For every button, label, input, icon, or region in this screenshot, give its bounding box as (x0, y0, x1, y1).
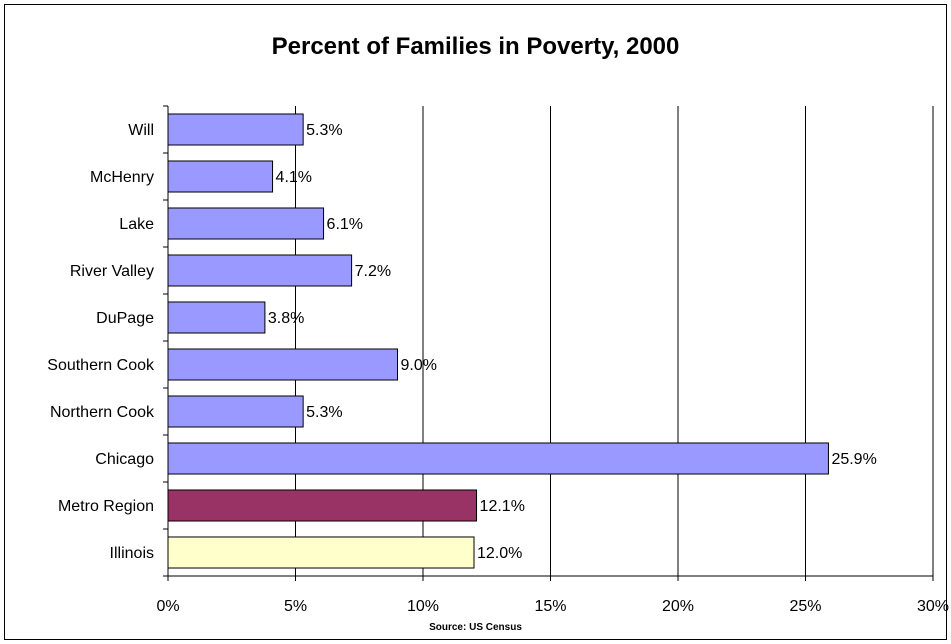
x-tick-label: 0% (156, 598, 179, 615)
bar (167, 301, 266, 334)
bar (167, 207, 325, 240)
bar (167, 395, 304, 428)
category-label: Lake (119, 216, 154, 233)
data-label: 3.8% (268, 310, 304, 327)
x-tick-label: 5% (284, 598, 307, 615)
bar (167, 113, 304, 146)
data-label: 4.1% (276, 169, 312, 186)
bar (167, 489, 478, 522)
category-label: McHenry (90, 169, 154, 186)
x-tick-label: 10% (407, 598, 439, 615)
data-label: 25.9% (831, 451, 876, 468)
bar (167, 536, 475, 569)
x-tick-label: 25% (789, 598, 821, 615)
chart-frame (4, 4, 947, 640)
data-label: 6.1% (327, 216, 363, 233)
category-label: River Valley (70, 263, 154, 280)
category-label: Metro Region (58, 498, 154, 515)
category-label: Chicago (95, 451, 154, 468)
data-label: 5.3% (306, 122, 342, 139)
bar (167, 348, 398, 381)
x-tick-label: 20% (662, 598, 694, 615)
category-label: DuPage (96, 310, 154, 327)
category-label: Southern Cook (47, 357, 155, 374)
data-label: 5.3% (306, 404, 342, 421)
data-label: 7.2% (355, 263, 391, 280)
x-tick-label: 15% (534, 598, 566, 615)
category-label: Illinois (110, 545, 154, 562)
chart-title: Percent of Families in Poverty, 2000 (271, 33, 680, 60)
bar (167, 442, 829, 475)
category-label: Will (128, 122, 154, 139)
x-tick-label: 30% (917, 598, 949, 615)
bar (167, 160, 274, 193)
bar (167, 254, 353, 287)
data-label: 12.0% (477, 545, 522, 562)
category-label: Northern Cook (50, 404, 155, 421)
source-note: Source: US Census (429, 622, 522, 633)
data-label: 12.1% (480, 498, 525, 515)
data-label: 9.0% (401, 357, 437, 374)
